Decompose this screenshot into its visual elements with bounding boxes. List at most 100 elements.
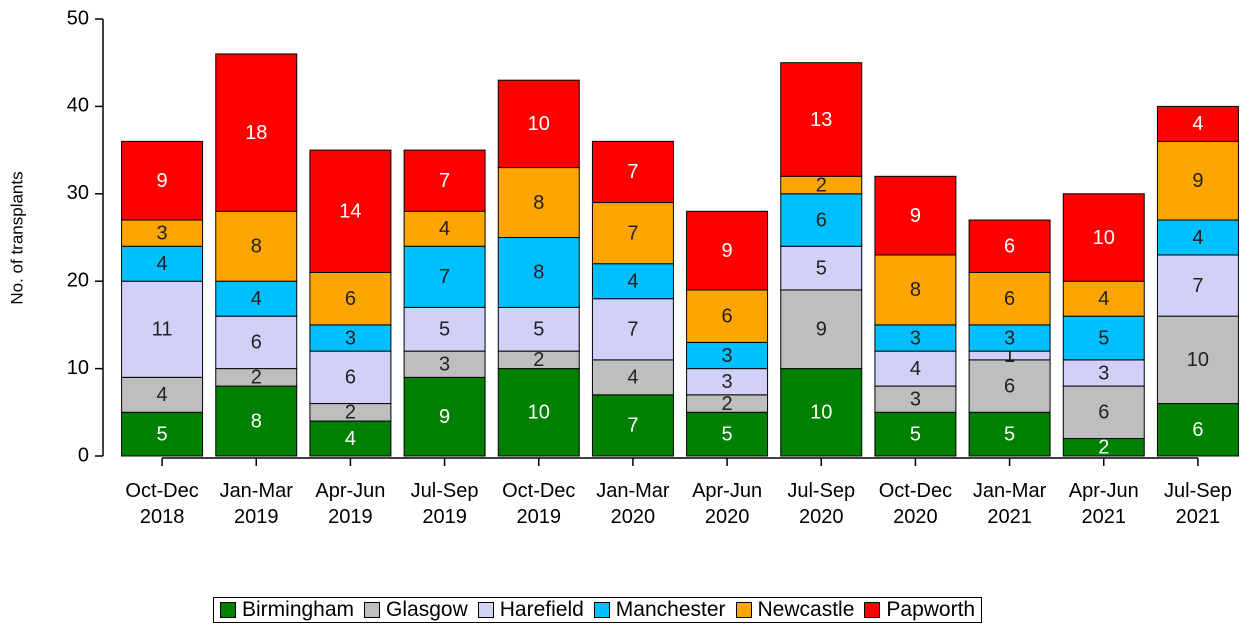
data-label: 7 — [439, 170, 450, 192]
legend: Birmingham Glasgow Harefield Manchester Newc… — [213, 597, 983, 623]
bar-segment — [215, 280, 298, 317]
legend-label: Harefield — [499, 598, 584, 621]
data-label: 3 — [1004, 327, 1015, 349]
data-label: 7 — [627, 222, 638, 244]
data-label: 9 — [1192, 170, 1203, 192]
bar-segment — [497, 368, 580, 457]
data-label: 2 — [251, 367, 262, 389]
data-label: 10 — [1093, 227, 1115, 249]
data-label: 6 — [345, 288, 356, 310]
bar-segment — [403, 376, 486, 457]
data-label: 8 — [251, 236, 262, 258]
data-label: 7 — [627, 415, 638, 437]
bar-segment — [686, 289, 769, 343]
bar-segment — [1156, 105, 1239, 142]
data-label: 8 — [533, 262, 544, 284]
data-label: 7 — [627, 161, 638, 183]
bar-segment — [874, 175, 957, 256]
bar-segment — [686, 368, 769, 396]
x-tick-label: Apr-Jun 2020 — [692, 480, 763, 528]
bar-segment — [1062, 359, 1145, 387]
legend-label: Birmingham — [242, 598, 355, 621]
y-tick-label: 30 — [67, 182, 89, 204]
legend-item: Manchester — [593, 598, 726, 622]
data-label: 3 — [439, 354, 450, 376]
bar-segment — [403, 210, 486, 247]
data-label: 6 — [1004, 236, 1015, 258]
x-tick-label: Apr-Jun 2019 — [315, 480, 386, 528]
bar-segment — [121, 245, 204, 282]
bar-segment — [686, 210, 769, 291]
data-label: 5 — [439, 319, 450, 341]
data-label: 4 — [157, 384, 168, 406]
legend-swatch — [593, 602, 610, 618]
bar-segment — [591, 263, 674, 300]
bar-segment — [121, 280, 204, 378]
bar-segment — [591, 140, 674, 204]
data-label: 4 — [1192, 113, 1203, 135]
data-label: 3 — [722, 371, 733, 393]
bar-segment — [497, 306, 580, 352]
bar-segment — [497, 79, 580, 169]
data-label: 2 — [722, 393, 733, 415]
legend-item: Birmingham — [220, 598, 354, 622]
data-label: 18 — [245, 122, 267, 144]
bar-segment — [1062, 193, 1145, 282]
y-tick-label: 50 — [67, 7, 89, 29]
data-label: 6 — [1098, 402, 1109, 424]
bar-segment — [591, 298, 674, 361]
bar-segment — [121, 140, 204, 221]
bar-segment — [874, 350, 957, 387]
bar-segment — [1062, 315, 1145, 361]
data-label: 3 — [1098, 362, 1109, 384]
data-label: 13 — [810, 109, 832, 131]
data-label: 3 — [345, 327, 356, 349]
x-tick-label: Jan-Mar 2019 — [219, 480, 293, 528]
bar-segment — [497, 237, 580, 308]
data-label: 6 — [1004, 375, 1015, 397]
bar-segment — [1062, 385, 1145, 440]
legend-item: Newcastle — [735, 598, 854, 622]
bar-segment — [968, 271, 1051, 326]
data-label: 6 — [1004, 288, 1015, 310]
legend-label: Manchester — [615, 598, 726, 621]
bar-segment — [874, 254, 957, 326]
data-label: 9 — [816, 319, 827, 341]
data-label: 2 — [533, 349, 544, 371]
data-label: 3 — [157, 222, 168, 244]
legend-item: Harefield — [477, 598, 584, 622]
data-label: 1 — [1004, 345, 1015, 367]
data-label: 8 — [910, 279, 921, 301]
data-label: 2 — [345, 402, 356, 424]
legend-item: Glasgow — [364, 598, 468, 622]
data-label: 4 — [910, 358, 921, 380]
legend-swatch — [220, 602, 236, 618]
bar-segment — [121, 376, 204, 413]
data-label: 10 — [810, 402, 832, 424]
data-label: 4 — [627, 270, 638, 292]
bar-segment — [591, 394, 674, 457]
bar-segment — [968, 359, 1051, 413]
legend-swatch — [864, 602, 881, 618]
bar-segment — [780, 62, 863, 177]
data-label: 4 — [1192, 227, 1203, 249]
data-label: 4 — [627, 367, 638, 389]
data-label: 5 — [1098, 327, 1109, 349]
data-label: 7 — [439, 266, 450, 288]
x-tick-label: Jul-Sep 2019 — [410, 480, 479, 528]
data-label: 6 — [722, 305, 733, 327]
data-label: 6 — [1192, 419, 1203, 441]
x-tick-label: Oct-Dec 2019 — [502, 480, 576, 528]
data-label: 8 — [251, 410, 262, 432]
y-tick-label: 20 — [67, 269, 89, 291]
data-label: 10 — [1187, 349, 1209, 371]
bar-segment — [215, 210, 298, 282]
data-label: 3 — [910, 388, 921, 410]
bar-segment — [309, 324, 392, 352]
data-label: 8 — [533, 192, 544, 214]
x-tick-label: Oct-Dec 2020 — [878, 480, 953, 528]
x-tick-label: Jul-Sep 2021 — [1164, 480, 1232, 528]
data-label: 3 — [910, 327, 921, 349]
data-label: 9 — [439, 406, 450, 428]
